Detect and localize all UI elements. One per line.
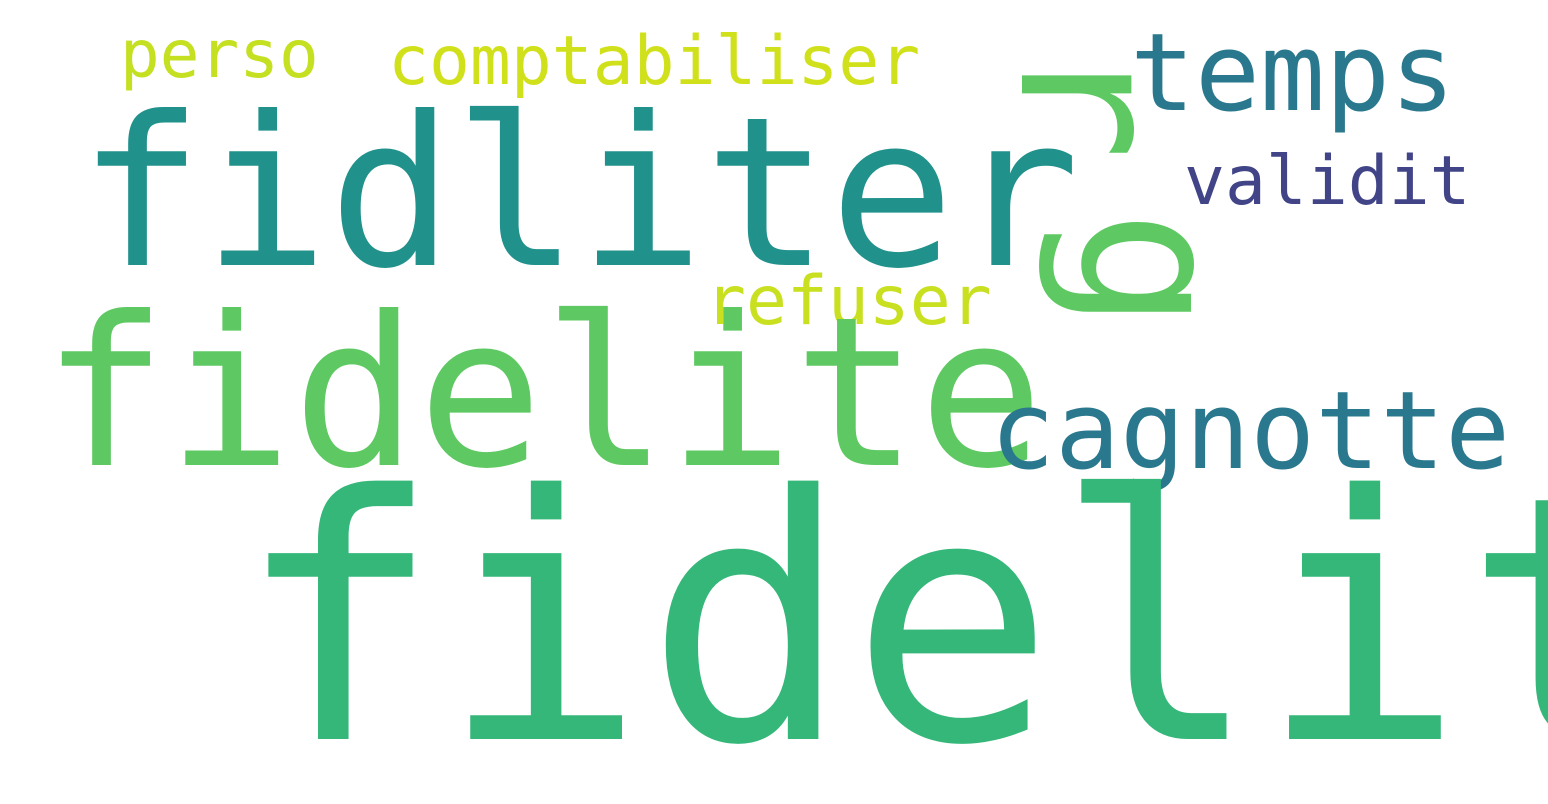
word-validit: validit	[1184, 142, 1471, 221]
word-fidelite: fidelite	[42, 273, 1044, 515]
word-perso: perso	[120, 16, 319, 93]
word-r-vertical: r	[974, 40, 1207, 161]
word-comptabiliser: comptabiliser	[388, 22, 921, 101]
word-temps: temps	[1130, 11, 1456, 136]
word-refuser: refuser	[705, 262, 992, 341]
word-g-vertical: g	[1034, 210, 1267, 331]
word-fidliter: fidliter	[78, 73, 1080, 315]
word-fidelit: fidelit	[236, 424, 1548, 804]
word-cagnotte: cagnotte	[990, 369, 1511, 494]
